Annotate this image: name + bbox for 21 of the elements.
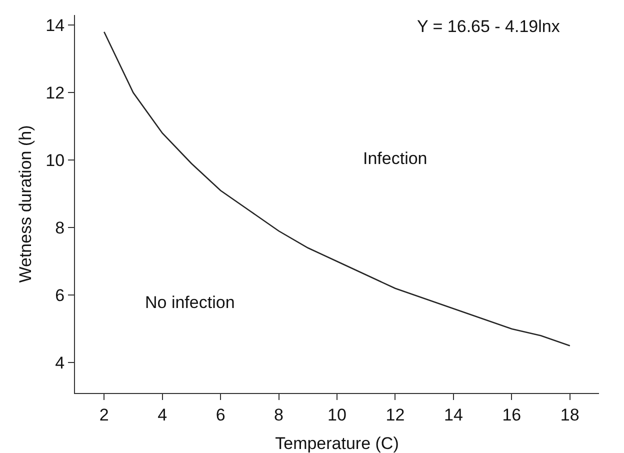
x-tick-label: 12 (386, 405, 405, 424)
y-tick-label: 6 (55, 286, 65, 306)
y-tick-label: 12 (46, 84, 65, 103)
x-tick-label: 2 (99, 405, 109, 424)
x-tick-label: 18 (560, 405, 580, 424)
x-tick-label: 14 (444, 405, 463, 424)
annotation: No infection (145, 293, 235, 312)
y-tick-label: 8 (55, 218, 65, 238)
x-tick-label: 16 (502, 405, 522, 424)
y-tick-label: 14 (46, 16, 65, 36)
x-tick-label: 10 (328, 405, 346, 424)
y-tick-label: 4 (55, 354, 65, 373)
annotation: Infection (363, 149, 428, 168)
x-tick-label: 8 (274, 405, 284, 424)
y-axis-title: Wetness duration (h) (16, 125, 35, 283)
y-tick-label: 10 (46, 151, 65, 170)
annotation: Y = 16.65 - 4.19lnx (417, 17, 560, 36)
x-tick-label: 6 (216, 405, 226, 424)
x-axis-title: Temperature (C) (275, 434, 399, 453)
x-tick-label: 4 (158, 405, 168, 424)
line-series (103, 31, 571, 346)
